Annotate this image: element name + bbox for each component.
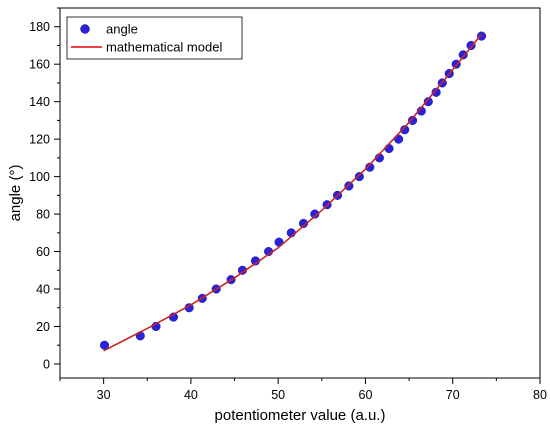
y-axis-title: angle (°) bbox=[7, 165, 24, 222]
legend-box bbox=[66, 16, 243, 60]
y-tick-label: 0 bbox=[43, 357, 50, 371]
data-point-angle bbox=[298, 218, 309, 228]
data-point-angle bbox=[400, 125, 410, 135]
y-tick-label: 20 bbox=[36, 320, 50, 334]
data-point-angle bbox=[423, 97, 433, 107]
x-tick-label: 50 bbox=[271, 388, 285, 402]
y-tick-label: 180 bbox=[29, 20, 50, 34]
y-tick-label: 80 bbox=[36, 208, 50, 222]
data-point-angle bbox=[365, 162, 375, 172]
legend-label-model: mathematical model bbox=[106, 40, 222, 55]
y-tick-label: 60 bbox=[36, 245, 50, 259]
x-axis-title: potentiometer value (a.u.) bbox=[215, 407, 386, 424]
x-axis-ticks: 30 40 50 60 70 80 bbox=[59, 378, 547, 402]
data-point-angle bbox=[458, 50, 468, 60]
series-layer bbox=[99, 31, 487, 352]
x-tick-label: 80 bbox=[533, 388, 547, 402]
data-point-angle bbox=[476, 31, 487, 41]
data-point-angle bbox=[384, 143, 394, 154]
data-point-angle bbox=[431, 87, 441, 97]
x-tick-label: 30 bbox=[97, 388, 111, 402]
model-line-core bbox=[103, 34, 482, 352]
legend: angle mathematical model bbox=[66, 16, 243, 60]
y-tick-label: 100 bbox=[29, 170, 50, 184]
x-tick-label: 70 bbox=[446, 388, 460, 402]
y-axis-ticks: 0 20 40 60 80 100 120 140 160 180 bbox=[29, 7, 60, 371]
x-tick-label: 60 bbox=[359, 388, 373, 402]
model-line bbox=[103, 33, 483, 352]
legend-marker-angle bbox=[80, 24, 90, 34]
legend-label-angle: angle bbox=[106, 22, 138, 37]
y-tick-label: 140 bbox=[29, 95, 50, 109]
plot-frame bbox=[59, 7, 541, 379]
y-tick-label: 160 bbox=[29, 58, 50, 72]
x-tick-label: 40 bbox=[184, 388, 198, 402]
data-point-angle bbox=[354, 172, 364, 182]
y-tick-label: 40 bbox=[36, 283, 50, 297]
y-tick-label: 120 bbox=[29, 133, 50, 147]
data-point-angle bbox=[408, 115, 418, 125]
data-point-angle bbox=[310, 209, 320, 219]
